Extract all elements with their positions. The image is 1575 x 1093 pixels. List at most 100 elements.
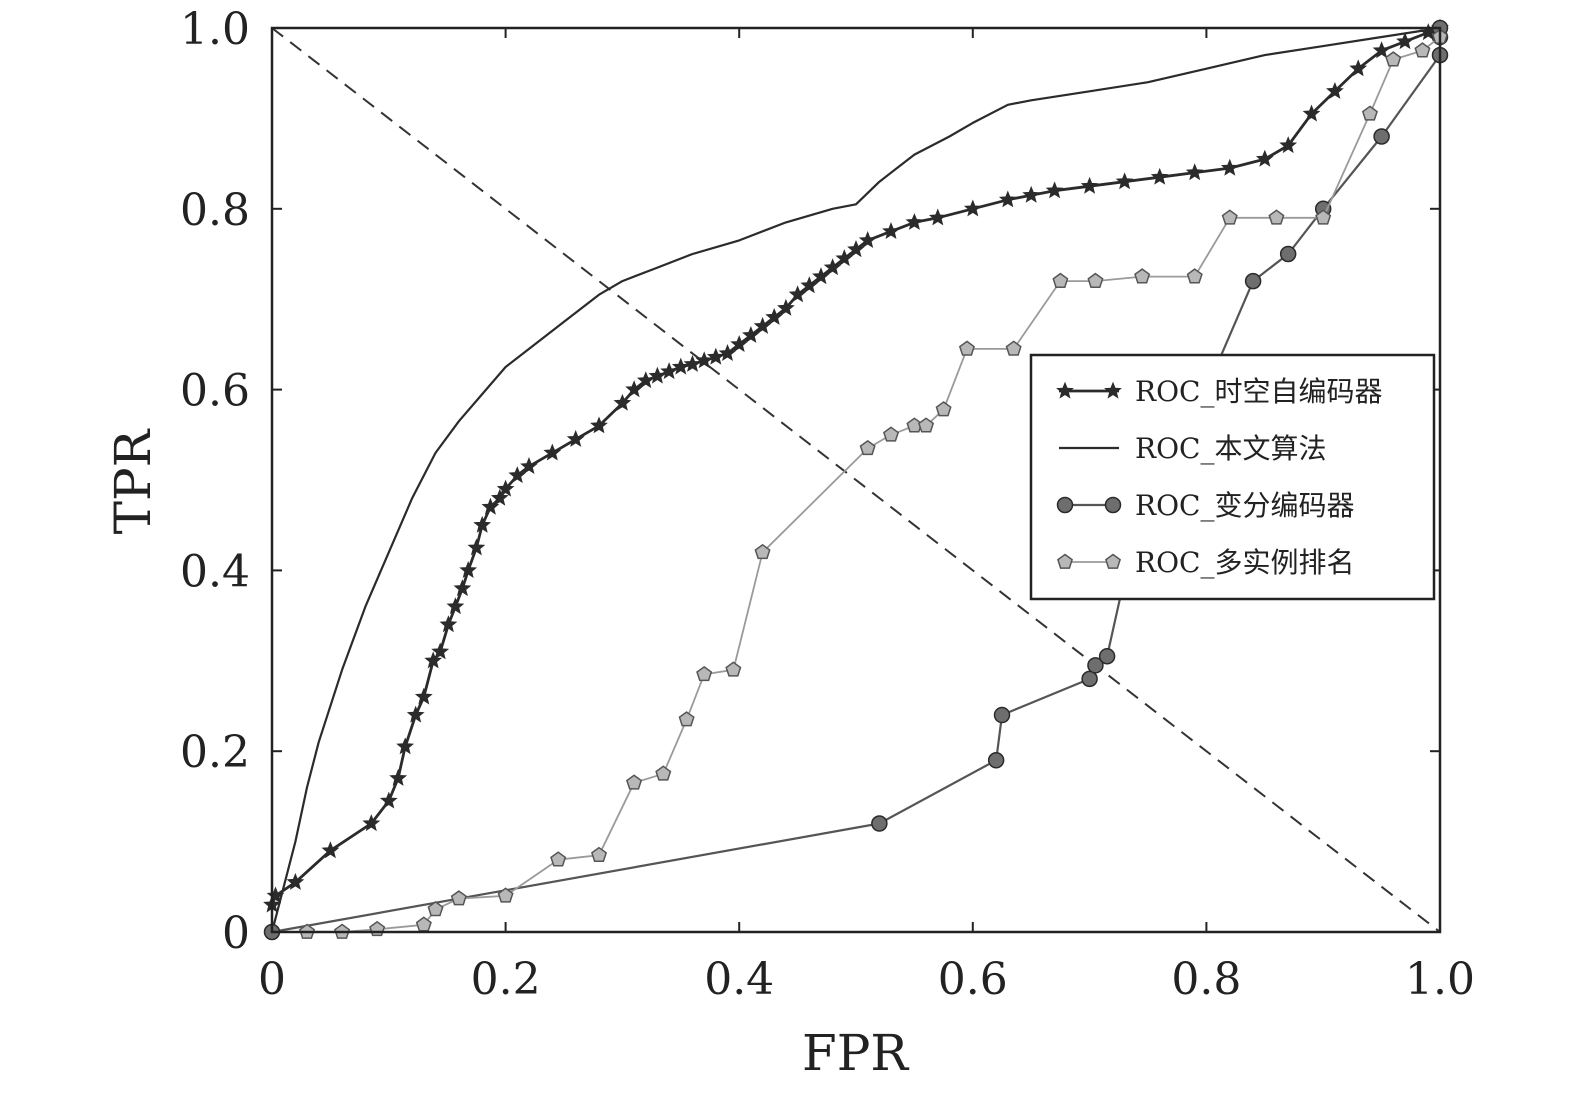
data-point <box>1185 163 1204 181</box>
data-point <box>859 439 876 456</box>
data-point <box>497 887 514 903</box>
legend-label: ROC_时空自编码器 <box>1135 375 1382 408</box>
data-point <box>520 457 538 475</box>
data-point <box>905 213 924 230</box>
data-point <box>1087 272 1104 288</box>
data-point <box>427 900 444 917</box>
data-point <box>1373 128 1390 145</box>
data-point <box>812 267 830 285</box>
data-point <box>473 515 492 533</box>
data-point <box>671 357 690 375</box>
reference-diagonal <box>271 27 1441 933</box>
series-2 <box>270 26 1441 933</box>
data-point <box>1255 149 1274 167</box>
data-point <box>1115 172 1134 190</box>
legend-label: ROC_变分编码器 <box>1135 489 1354 522</box>
data-point <box>1349 59 1368 77</box>
data-point <box>928 208 947 226</box>
data-point <box>1396 32 1414 50</box>
data-point <box>490 488 509 506</box>
legend-item: ROC_时空自编码器 <box>1056 375 1382 408</box>
data-point <box>823 258 842 276</box>
x-tick-label: 0 <box>258 954 286 1005</box>
data-point <box>871 815 888 832</box>
legend-marker <box>1057 553 1073 569</box>
data-point <box>1302 104 1321 122</box>
data-point <box>883 426 900 442</box>
data-point <box>742 326 760 343</box>
data-point <box>683 354 702 372</box>
series-line <box>270 26 1441 933</box>
legend-marker <box>1104 496 1122 514</box>
data-point <box>1080 176 1099 194</box>
legend: ROC_时空自编码器 ROC_本文算法 ROC_变分编码器 ROC_多实例排名 <box>1029 353 1436 601</box>
legend-box <box>1029 353 1436 601</box>
legend-marker <box>1104 381 1122 399</box>
data-point <box>987 751 1005 769</box>
plot-frame <box>270 26 1442 934</box>
data-point <box>1220 158 1239 176</box>
data-point <box>1052 272 1069 288</box>
data-point <box>424 651 443 669</box>
legend-item: ROC_多实例排名 <box>1057 546 1354 579</box>
data-point <box>695 351 714 369</box>
data-point <box>725 661 742 677</box>
data-point <box>882 222 900 240</box>
y-tick-label: 0.2 <box>180 727 250 778</box>
legend-marker <box>1105 553 1121 569</box>
data-point <box>1045 181 1064 199</box>
data-point <box>847 240 865 258</box>
data-point <box>459 561 478 579</box>
data-point <box>379 791 398 809</box>
data-point <box>1150 167 1169 185</box>
series-4 <box>299 28 1448 939</box>
data-point <box>396 737 415 755</box>
data-point <box>626 774 643 790</box>
data-point <box>1279 245 1297 263</box>
data-point <box>998 190 1017 208</box>
data-point <box>636 371 655 389</box>
data-point <box>1134 268 1151 284</box>
legend-item: ROC_本文算法 <box>1059 432 1326 465</box>
legend-marker <box>1056 496 1074 514</box>
axis-ticks: 0 0.2 0.4 0.6 0.8 1.0 0 0.2 0.4 0.6 0.8 1.0 <box>180 4 1475 1005</box>
data-point <box>508 466 527 484</box>
data-point <box>858 231 877 249</box>
x-axis-title: FPR <box>802 1024 909 1082</box>
data-point <box>696 665 713 682</box>
data-point <box>431 642 450 660</box>
data-point <box>1221 209 1238 225</box>
x-tick-label: 0.4 <box>704 954 774 1005</box>
x-tick-label: 0.6 <box>938 954 1008 1005</box>
data-point <box>706 347 725 365</box>
data-point <box>655 765 672 781</box>
data-point <box>835 249 854 267</box>
data-point <box>406 705 425 723</box>
data-point <box>718 344 737 362</box>
legend-marker <box>1056 381 1074 399</box>
data-point <box>1414 42 1431 58</box>
data-point <box>1268 209 1285 225</box>
data-point <box>754 543 771 560</box>
y-tick-label: 0.8 <box>180 185 250 236</box>
data-point <box>1279 136 1298 154</box>
data-point <box>1022 185 1041 203</box>
data-point <box>765 307 784 325</box>
data-point <box>963 199 982 217</box>
data-point <box>286 872 305 890</box>
data-point <box>1361 105 1378 121</box>
legend-label: ROC_本文算法 <box>1135 432 1326 465</box>
data-point <box>453 579 472 597</box>
data-point <box>800 276 819 294</box>
data-point <box>648 366 667 384</box>
data-point <box>1244 272 1262 290</box>
data-point <box>439 615 458 633</box>
data-point <box>1186 268 1203 284</box>
data-point <box>1081 670 1098 688</box>
data-point <box>1372 41 1391 59</box>
data-point <box>321 841 340 859</box>
data-point <box>362 814 381 832</box>
data-point <box>788 285 807 303</box>
data-point <box>590 416 608 434</box>
